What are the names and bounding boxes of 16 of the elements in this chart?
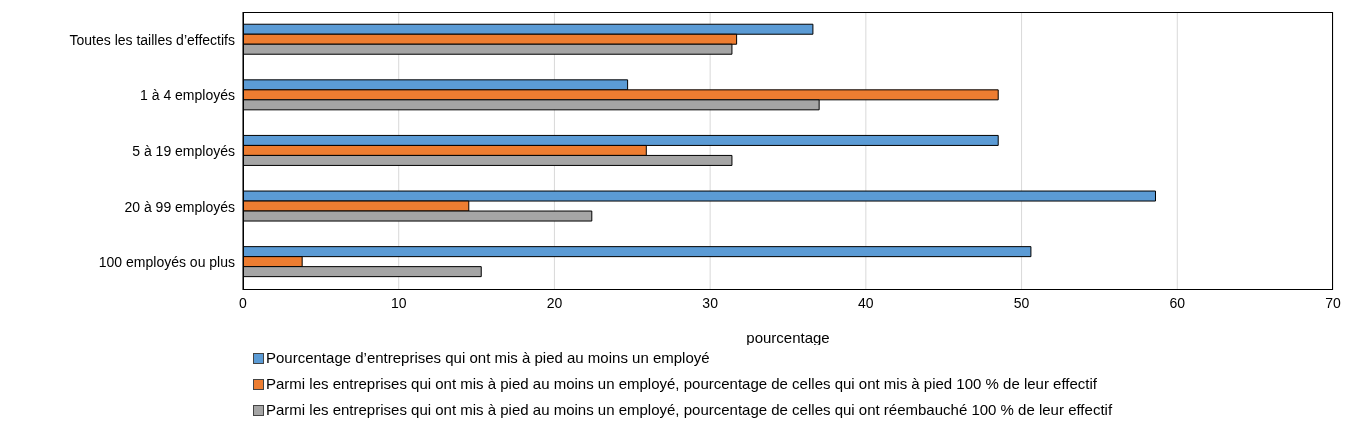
x-tick-label: 30	[702, 294, 719, 311]
y-tick-label: 1 à 4 employés	[140, 87, 235, 104]
y-tick-label: 20 à 99 employés	[124, 198, 235, 215]
y-tick-label: 100 employés ou plus	[98, 254, 235, 271]
y-tick-label: Toutes les tailles d’effectifs	[69, 31, 235, 48]
legend-label: Parmi les entreprises qui ont mis à pied au moins un employé, pourcentage de celles qui ont réembauché 100 % de leur effectif	[266, 400, 1113, 420]
y-tick-label: 5 à 19 employés	[132, 142, 235, 159]
legend-label: Pourcentage d’entreprises qui ont mis à pied au moins un employé	[266, 348, 710, 368]
x-tick-label: 10	[390, 294, 407, 311]
x-tick-label: 20	[546, 294, 563, 311]
x-tick-label: 0	[239, 294, 248, 311]
legend-label: Parmi les entreprises qui ont mis à pied au moins un employé, pourcentage de celles qui ont mis à pied 100 % de leur effectif	[266, 374, 1098, 394]
x-tick-label: 40	[858, 294, 874, 311]
x-tick-label: 70	[1325, 294, 1341, 311]
x-tick-label: 60	[1169, 294, 1186, 311]
x-tick-label: 50	[1013, 294, 1030, 311]
